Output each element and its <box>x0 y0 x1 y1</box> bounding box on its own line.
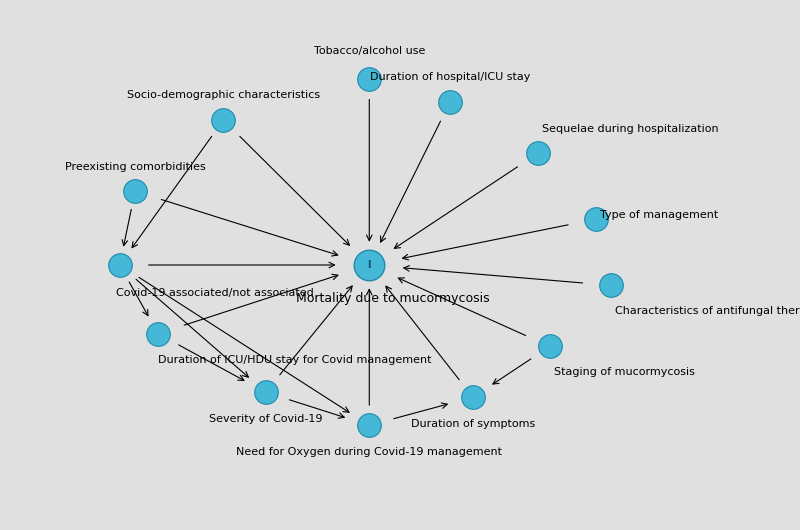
Text: Type of management: Type of management <box>600 210 718 220</box>
Text: Need for Oxygen during Covid-19 management: Need for Oxygen during Covid-19 manageme… <box>236 447 502 457</box>
Text: Duration of hospital/ICU stay: Duration of hospital/ICU stay <box>370 72 530 82</box>
Text: Characteristics of antifungal therapy: Characteristics of antifungal therapy <box>615 306 800 316</box>
Text: Covid-19 associated/not associated: Covid-19 associated/not associated <box>116 288 314 298</box>
Text: Severity of Covid-19: Severity of Covid-19 <box>209 413 322 423</box>
Text: I: I <box>367 260 371 270</box>
Text: Duration of ICU/HDU stay for Covid management: Duration of ICU/HDU stay for Covid manag… <box>158 355 431 365</box>
Text: Mortality due to mucormycosis: Mortality due to mucormycosis <box>295 292 489 305</box>
Text: Tobacco/alcohol use: Tobacco/alcohol use <box>314 46 425 56</box>
Text: Duration of symptoms: Duration of symptoms <box>411 419 535 429</box>
Text: Socio-demographic characteristics: Socio-demographic characteristics <box>126 90 320 100</box>
Text: Preexisting comorbidities: Preexisting comorbidities <box>65 162 206 172</box>
Text: Staging of mucormycosis: Staging of mucormycosis <box>554 367 694 377</box>
Text: Sequelae during hospitalization: Sequelae during hospitalization <box>542 123 718 134</box>
